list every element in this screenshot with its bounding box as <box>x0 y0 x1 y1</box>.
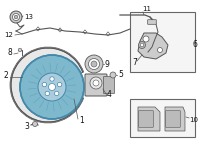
Wedge shape <box>10 47 84 123</box>
Circle shape <box>90 77 102 89</box>
Text: 6: 6 <box>192 40 197 49</box>
FancyBboxPatch shape <box>166 111 180 127</box>
FancyBboxPatch shape <box>148 20 156 24</box>
Text: 13: 13 <box>24 14 33 20</box>
Circle shape <box>143 36 149 42</box>
Circle shape <box>12 14 19 21</box>
Text: 10: 10 <box>189 117 198 123</box>
Text: 2: 2 <box>4 71 9 81</box>
Circle shape <box>110 72 116 78</box>
Wedge shape <box>11 48 83 122</box>
Text: 9: 9 <box>105 60 110 69</box>
Text: 7: 7 <box>132 58 137 67</box>
Circle shape <box>50 77 54 81</box>
Text: 4: 4 <box>107 90 112 99</box>
Circle shape <box>32 121 37 126</box>
FancyBboxPatch shape <box>103 76 114 93</box>
Text: 5: 5 <box>118 70 123 79</box>
Circle shape <box>42 82 47 87</box>
Circle shape <box>14 15 18 19</box>
Circle shape <box>10 11 22 23</box>
Circle shape <box>54 91 59 96</box>
Polygon shape <box>165 107 185 131</box>
FancyBboxPatch shape <box>139 111 153 127</box>
Polygon shape <box>138 107 160 131</box>
Polygon shape <box>138 33 168 59</box>
Circle shape <box>45 91 49 96</box>
Circle shape <box>18 48 22 52</box>
Text: 12: 12 <box>4 32 13 38</box>
FancyBboxPatch shape <box>130 12 195 72</box>
Circle shape <box>138 41 145 49</box>
Circle shape <box>91 61 97 67</box>
Circle shape <box>48 83 55 91</box>
FancyBboxPatch shape <box>130 99 195 137</box>
Circle shape <box>57 82 62 87</box>
Circle shape <box>140 43 144 47</box>
Circle shape <box>157 47 162 52</box>
Circle shape <box>38 73 66 101</box>
Text: 3: 3 <box>24 122 29 131</box>
Circle shape <box>85 55 103 73</box>
Circle shape <box>93 80 99 86</box>
Text: 1: 1 <box>79 116 84 126</box>
Text: 8: 8 <box>8 48 13 57</box>
Circle shape <box>20 55 84 119</box>
Text: 11: 11 <box>142 6 151 12</box>
Circle shape <box>88 59 99 70</box>
FancyBboxPatch shape <box>85 74 107 96</box>
